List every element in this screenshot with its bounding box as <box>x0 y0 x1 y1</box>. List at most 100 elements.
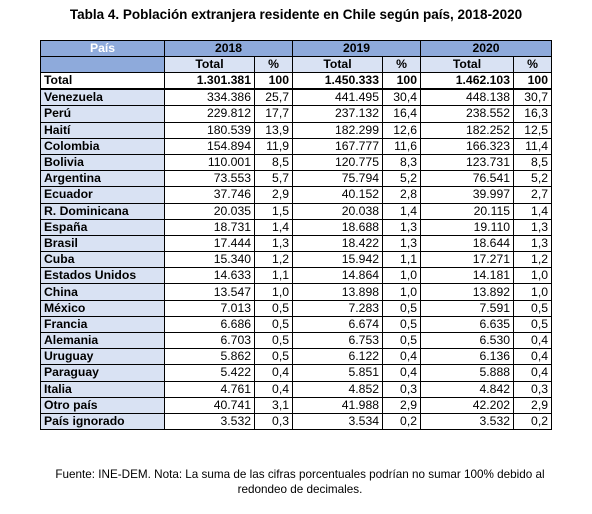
cell-total-2020: 4.842 <box>420 380 514 398</box>
table-row: Venezuela 334.386 25,7 441.495 30,4 448.138 30… <box>40 88 552 107</box>
table-row: Paraguay 5.422 0,4 5.851 0,4 5.888 0,4 <box>40 364 552 382</box>
cell-total-2019: 6.753 <box>292 331 383 350</box>
table-row: Perú 229.812 17,7 237.132 16,4 238.552 16,3 <box>40 105 552 123</box>
cell-total-2019: 7.283 <box>292 299 383 317</box>
table-row: Cuba 15.340 1,2 15.942 1,1 17.271 1,2 <box>40 251 552 269</box>
table-row: Francia 6.686 0,5 6.674 0,5 6.635 0,5 <box>40 315 552 334</box>
cell-total-2020: 14.181 <box>420 267 514 285</box>
header-total: Total <box>164 56 255 74</box>
cell-percent-2020: 0,4 <box>513 364 552 382</box>
cell-percent-2020: 0,2 <box>513 412 552 431</box>
cell-percent-2019: 1,0 <box>382 267 421 285</box>
cell-total-2019: 1.450.333 <box>292 72 383 91</box>
footnote-line-1: Fuente: INE-DEM. Nota: La suma de las ci… <box>55 468 545 481</box>
cell-percent-2020: 30,7 <box>513 88 552 107</box>
cell-percent-2020: 1,3 <box>513 218 552 236</box>
cell-percent-2018: 0,4 <box>254 364 293 382</box>
cell-total-2020: 3.532 <box>420 412 514 431</box>
cell-total-2020: 17.271 <box>420 251 514 269</box>
table-title: Tabla 4. Población extranjera residente … <box>69 7 523 22</box>
cell-total-2018: 110.001 <box>164 153 255 172</box>
cell-percent-2018: 1,0 <box>254 283 293 301</box>
table-row: Brasil 17.444 1,3 18.422 1,3 18.644 1,3 <box>40 234 552 253</box>
cell-total-2019: 441.495 <box>292 88 383 107</box>
cell-total-2020: 39.997 <box>420 186 514 204</box>
cell-percent-2020: 1,0 <box>513 267 552 285</box>
cell-total-2020: 6.136 <box>420 348 514 366</box>
table-row: Ecuador 37.746 2,9 40.152 2,8 39.997 2,7 <box>40 186 552 204</box>
cell-percent-2019: 0,3 <box>382 380 421 398</box>
cell-total-2020: 1.462.103 <box>420 72 514 91</box>
table-row: Otro país 40.741 3,1 41.988 2,9 42.202 2,9 <box>40 396 552 414</box>
cell-percent-2019: 0,5 <box>382 331 421 350</box>
cell-total-2019: 167.777 <box>292 137 383 155</box>
header-row-years: País 2018 2019 2020 <box>40 39 552 58</box>
cell-percent-2018: 0,5 <box>254 331 293 350</box>
cell-percent-2018: 11,9 <box>254 137 293 155</box>
header-year-2020: 2020 <box>420 39 552 58</box>
cell-percent-2018: 1,5 <box>254 202 293 220</box>
cell-total-2019: 40.152 <box>292 186 383 204</box>
cell-percent-2018: 0,5 <box>254 299 293 317</box>
cell-total-2018: 13.547 <box>164 283 255 301</box>
cell-total-2020: 19.110 <box>420 218 514 236</box>
table-row: Italia 4.761 0,4 4.852 0,3 4.842 0,3 <box>40 380 552 398</box>
table-row: Alemania 6.703 0,5 6.753 0,5 6.530 0,4 <box>40 331 552 350</box>
row-label: Uruguay <box>40 348 165 366</box>
cell-total-2020: 13.892 <box>420 283 514 301</box>
cell-percent-2019: 0,2 <box>382 412 421 431</box>
cell-total-2020: 18.644 <box>420 234 514 253</box>
cell-percent-2019: 0,5 <box>382 315 421 334</box>
row-label: R. Dominicana <box>40 202 165 220</box>
row-label: Francia <box>40 315 165 334</box>
cell-percent-2018: 25,7 <box>254 88 293 107</box>
cell-percent-2018: 1,1 <box>254 267 293 285</box>
cell-total-2019: 3.534 <box>292 412 383 431</box>
table-row: Haití 180.539 13,9 182.299 12,6 182.252 12,5 <box>40 121 552 139</box>
cell-percent-2019: 100 <box>382 72 421 91</box>
cell-total-2018: 3.532 <box>164 412 255 431</box>
cell-percent-2019: 0,4 <box>382 348 421 366</box>
row-label: Ecuador <box>40 186 165 204</box>
table-row: Argentina 73.553 5,7 75.794 5,2 76.541 5,2 <box>40 170 552 188</box>
cell-total-2018: 18.731 <box>164 218 255 236</box>
cell-total-2019: 41.988 <box>292 396 383 414</box>
row-label: Total <box>40 72 165 91</box>
cell-total-2019: 120.775 <box>292 153 383 172</box>
cell-total-2018: 37.746 <box>164 186 255 204</box>
cell-total-2018: 20.035 <box>164 202 255 220</box>
table-row: Colombia 154.894 11,9 167.777 11,6 166.323 11,… <box>40 137 552 155</box>
cell-total-2019: 5.851 <box>292 364 383 382</box>
cell-percent-2019: 0,5 <box>382 299 421 317</box>
cell-percent-2018: 17,7 <box>254 105 293 123</box>
cell-percent-2020: 2,9 <box>513 396 552 414</box>
header-percent: % <box>382 56 421 74</box>
cell-percent-2018: 5,7 <box>254 170 293 188</box>
cell-total-2018: 15.340 <box>164 251 255 269</box>
cell-total-2019: 15.942 <box>292 251 383 269</box>
cell-total-2018: 73.553 <box>164 170 255 188</box>
cell-percent-2018: 0,3 <box>254 412 293 431</box>
cell-percent-2018: 0,5 <box>254 348 293 366</box>
cell-percent-2019: 2,9 <box>382 396 421 414</box>
cell-total-2020: 7.591 <box>420 299 514 317</box>
cell-percent-2019: 8,3 <box>382 153 421 172</box>
row-label: Estados Unidos <box>40 267 165 285</box>
cell-total-2018: 334.386 <box>164 88 255 107</box>
cell-percent-2018: 1,4 <box>254 218 293 236</box>
cell-percent-2018: 1,3 <box>254 234 293 253</box>
cell-percent-2018: 2,9 <box>254 186 293 204</box>
footnote-line-2: redondeo de decimales. <box>237 483 363 496</box>
cell-percent-2018: 3,1 <box>254 396 293 414</box>
cell-total-2018: 5.422 <box>164 364 255 382</box>
cell-percent-2019: 1,3 <box>382 234 421 253</box>
cell-total-2019: 18.422 <box>292 234 383 253</box>
cell-percent-2019: 30,4 <box>382 88 421 107</box>
cell-percent-2020: 8,5 <box>513 153 552 172</box>
table-row: Bolivia 110.001 8,5 120.775 8,3 123.731 8,5 <box>40 153 552 172</box>
row-label: Argentina <box>40 170 165 188</box>
cell-total-2018: 17.444 <box>164 234 255 253</box>
cell-total-2018: 6.703 <box>164 331 255 350</box>
table-row: España 18.731 1,4 18.688 1,3 19.110 1,3 <box>40 218 552 236</box>
cell-total-2020: 5.888 <box>420 364 514 382</box>
